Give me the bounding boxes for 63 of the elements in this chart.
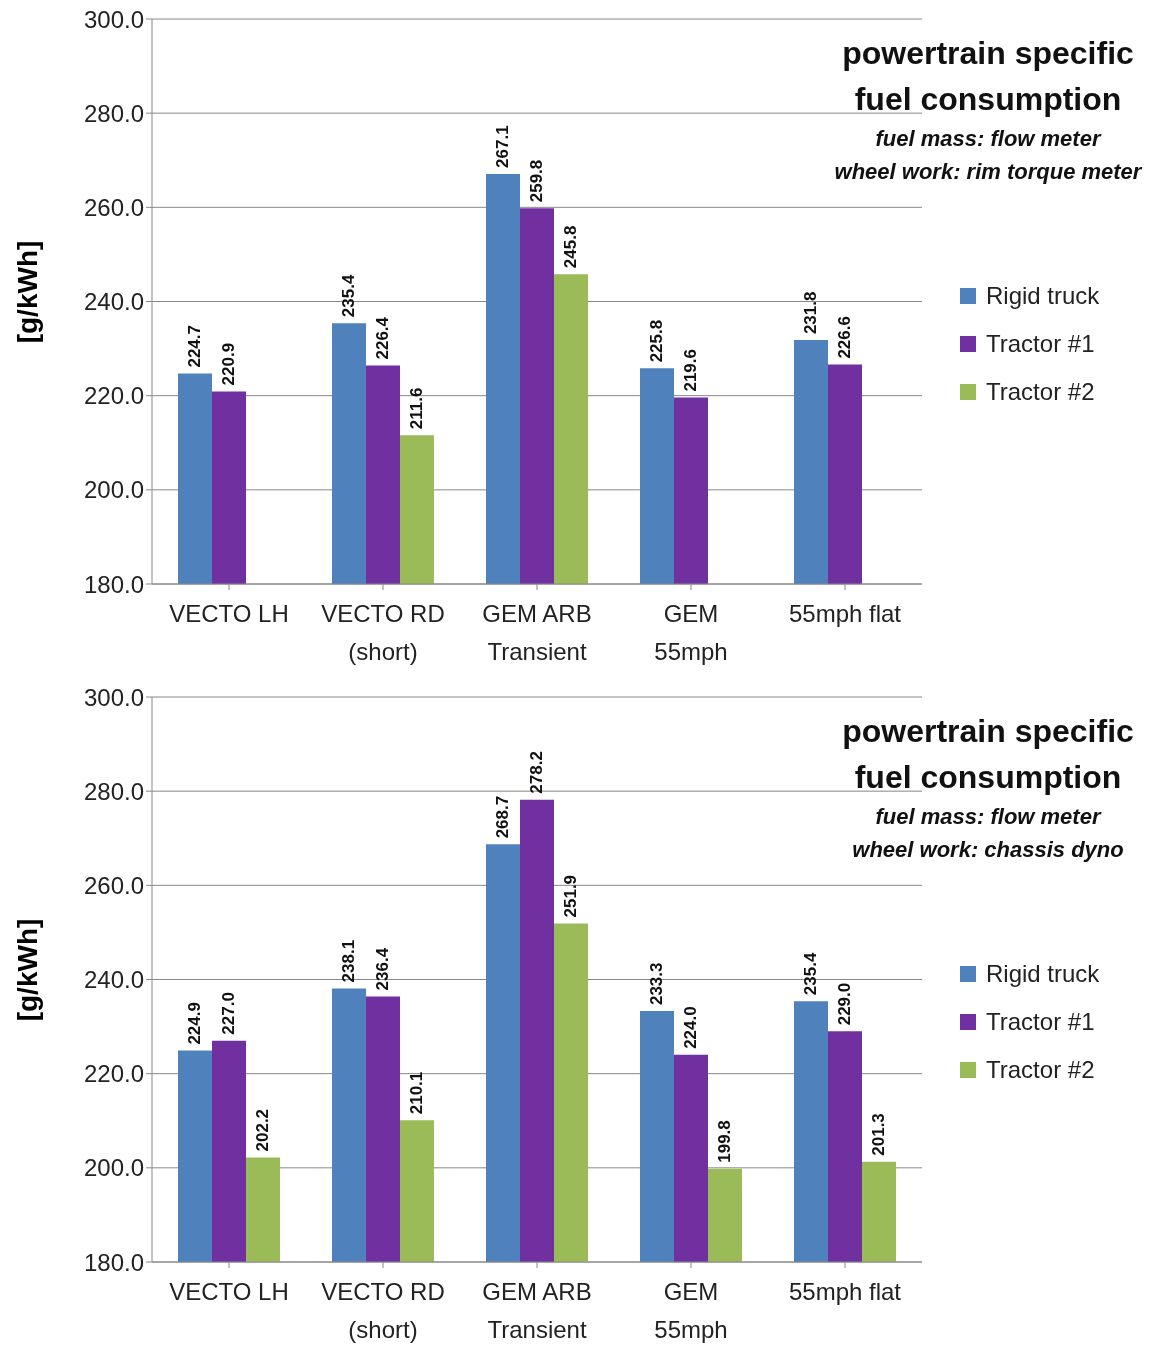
data-label: 227.0	[219, 992, 239, 1035]
data-label: 224.7	[185, 324, 205, 368]
x-tick-label: GEM 55mph	[654, 1278, 728, 1343]
legend-label: Tractor #1	[985, 329, 1096, 359]
data-label: 259.8	[527, 159, 547, 203]
data-label: 199.8	[715, 1120, 735, 1163]
x-tick-label: GEM ARB Transient	[482, 600, 592, 665]
data-label: 226.4	[373, 316, 393, 360]
data-label: 229.0	[835, 982, 855, 1026]
data-label: 267.1	[493, 125, 513, 168]
data-label: 219.6	[681, 349, 701, 392]
legend-label: Tractor #2	[985, 1055, 1096, 1085]
data-label: 220.9	[219, 342, 239, 386]
x-tick-label: VECTO LH	[169, 1278, 289, 1305]
data-label: 278.2	[527, 751, 547, 794]
data-label: 235.4	[801, 952, 821, 996]
data-label: 224.9	[185, 1002, 205, 1045]
data-label: 268.7	[493, 795, 513, 839]
data-label: 201.3	[869, 1113, 889, 1156]
data-label: 226.6	[835, 316, 855, 359]
x-tick-label: VECTO RD (short)	[321, 600, 445, 665]
y-tick-label: 240.0	[83, 966, 144, 994]
x-tick-label: GEM 55mph	[654, 600, 728, 665]
data-label: 235.4	[339, 274, 359, 318]
y-tick-label: 300.0	[83, 683, 144, 711]
data-label: 245.8	[561, 225, 581, 269]
x-tick-label: GEM ARB Transient	[482, 1278, 592, 1343]
legend-label: Tractor #2	[985, 377, 1096, 407]
x-tick-label: 55mph flat	[788, 1278, 902, 1305]
x-tick-label: 55mph flat	[788, 600, 902, 627]
legend-label: Tractor #1	[985, 1007, 1096, 1037]
y-tick-label: 200.0	[83, 476, 144, 504]
y-tick-label: 280.0	[83, 99, 144, 127]
y-axis-title: [g/kWh]	[12, 918, 44, 1022]
x-tick-label: VECTO RD (short)	[321, 1278, 445, 1343]
data-label: 251.9	[561, 874, 581, 918]
y-tick-label: 280.0	[83, 777, 144, 805]
text: powertrain specific fuel consumption	[841, 34, 1135, 119]
data-label: 231.8	[801, 291, 821, 335]
data-label: 233.3	[647, 962, 667, 1006]
x-tick-label: VECTO LH	[169, 600, 289, 627]
data-label: 225.8	[647, 319, 667, 363]
text: powertrain specific fuel consumption	[841, 712, 1135, 797]
text: fuel mass: flow meter wheel work: chassis dyno	[851, 803, 1125, 864]
y-tick-label: 220.0	[83, 1060, 144, 1088]
y-tick-label: 180.0	[83, 1248, 144, 1276]
data-label: 224.0	[681, 1006, 701, 1049]
data-label: 238.1	[339, 939, 359, 983]
y-tick-label: 220.0	[83, 382, 144, 410]
y-tick-label: 200.0	[83, 1154, 144, 1182]
data-label: 211.6	[407, 387, 427, 430]
y-axis-title: [g/kWh]	[12, 240, 44, 344]
text: fuel mass: flow meter wheel work: rim torque meter	[833, 125, 1144, 186]
y-tick-label: 300.0	[83, 5, 144, 33]
data-label: 210.1	[407, 1071, 427, 1115]
y-tick-label: 260.0	[83, 871, 144, 899]
data-label: 202.2	[253, 1108, 273, 1152]
y-tick-label: 180.0	[83, 570, 144, 598]
y-tick-label: 240.0	[83, 288, 144, 316]
legend-label: Rigid truck	[985, 281, 1100, 311]
data-label: 236.4	[373, 947, 393, 991]
legend-label: Rigid truck	[985, 959, 1100, 989]
y-tick-label: 260.0	[83, 193, 144, 221]
